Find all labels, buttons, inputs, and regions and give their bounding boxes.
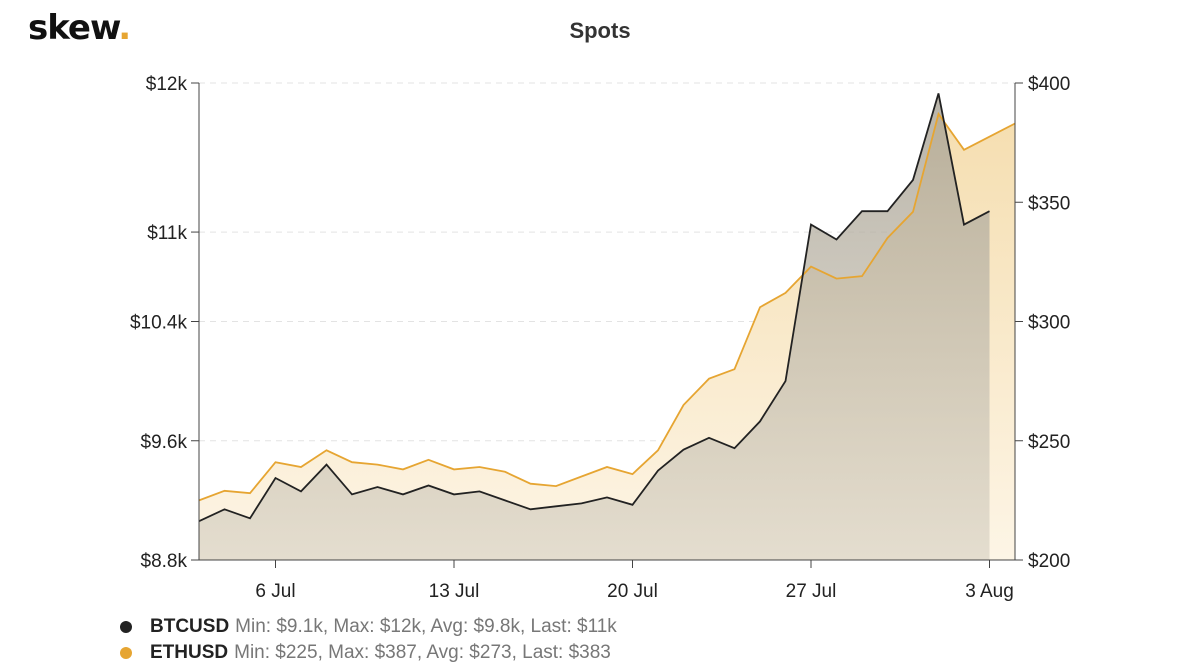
right-tick-label: $250	[1028, 432, 1070, 453]
logo-text: skew	[28, 8, 119, 48]
legend-series-name: BTCUSD	[150, 616, 230, 637]
skew-logo: skew.	[28, 8, 131, 48]
left-tick-label: $12k	[146, 74, 188, 95]
btcusd-area	[199, 93, 990, 561]
x-tick-label: 3 Aug	[965, 581, 1014, 602]
ethusd-line	[198, 111, 1016, 502]
legend-series-stats: Min: $225, Max: $387, Avg: $273, Last: $…	[234, 642, 611, 663]
left-tick-label: $9.6k	[141, 432, 188, 453]
chart-title: Spots	[569, 18, 631, 43]
x-tick-label: 27 Jul	[786, 581, 837, 602]
btcusd-dot-icon	[120, 621, 132, 633]
x-tick-label: 20 Jul	[607, 581, 658, 602]
right-tick-label: $400	[1028, 74, 1070, 95]
legend-item-btcusd[interactable]: BTCUSD Min: $9.1k, Max: $12k, Avg: $9.8k…	[118, 614, 617, 640]
logo-dot: .	[118, 8, 131, 48]
spots-chart: $12k $11k $10.4k $9.6k $8.8k $400 $350 $300 $250…	[130, 74, 1070, 602]
left-tick-label: $11k	[147, 223, 187, 244]
btcusd-line	[198, 93, 990, 523]
left-tick-label: $10.4k	[130, 313, 188, 334]
legend-item-ethusd[interactable]: ETHUSD Min: $225, Max: $387, Avg: $273, …	[118, 640, 617, 666]
legend-series-stats: Min: $9.1k, Max: $12k, Avg: $9.8k, Last:…	[235, 616, 617, 637]
right-tick-label: $350	[1028, 193, 1070, 214]
legend-series-name: ETHUSD	[150, 642, 229, 663]
x-tick-label: 13 Jul	[429, 581, 480, 602]
left-tick-label: $8.8k	[141, 551, 188, 572]
ethusd-dot-icon	[120, 647, 132, 659]
legend: BTCUSD Min: $9.1k, Max: $12k, Avg: $9.8k…	[118, 614, 617, 666]
right-tick-label: $200	[1028, 551, 1070, 572]
x-tick-label: 6 Jul	[255, 581, 295, 602]
right-tick-label: $300	[1028, 313, 1070, 334]
